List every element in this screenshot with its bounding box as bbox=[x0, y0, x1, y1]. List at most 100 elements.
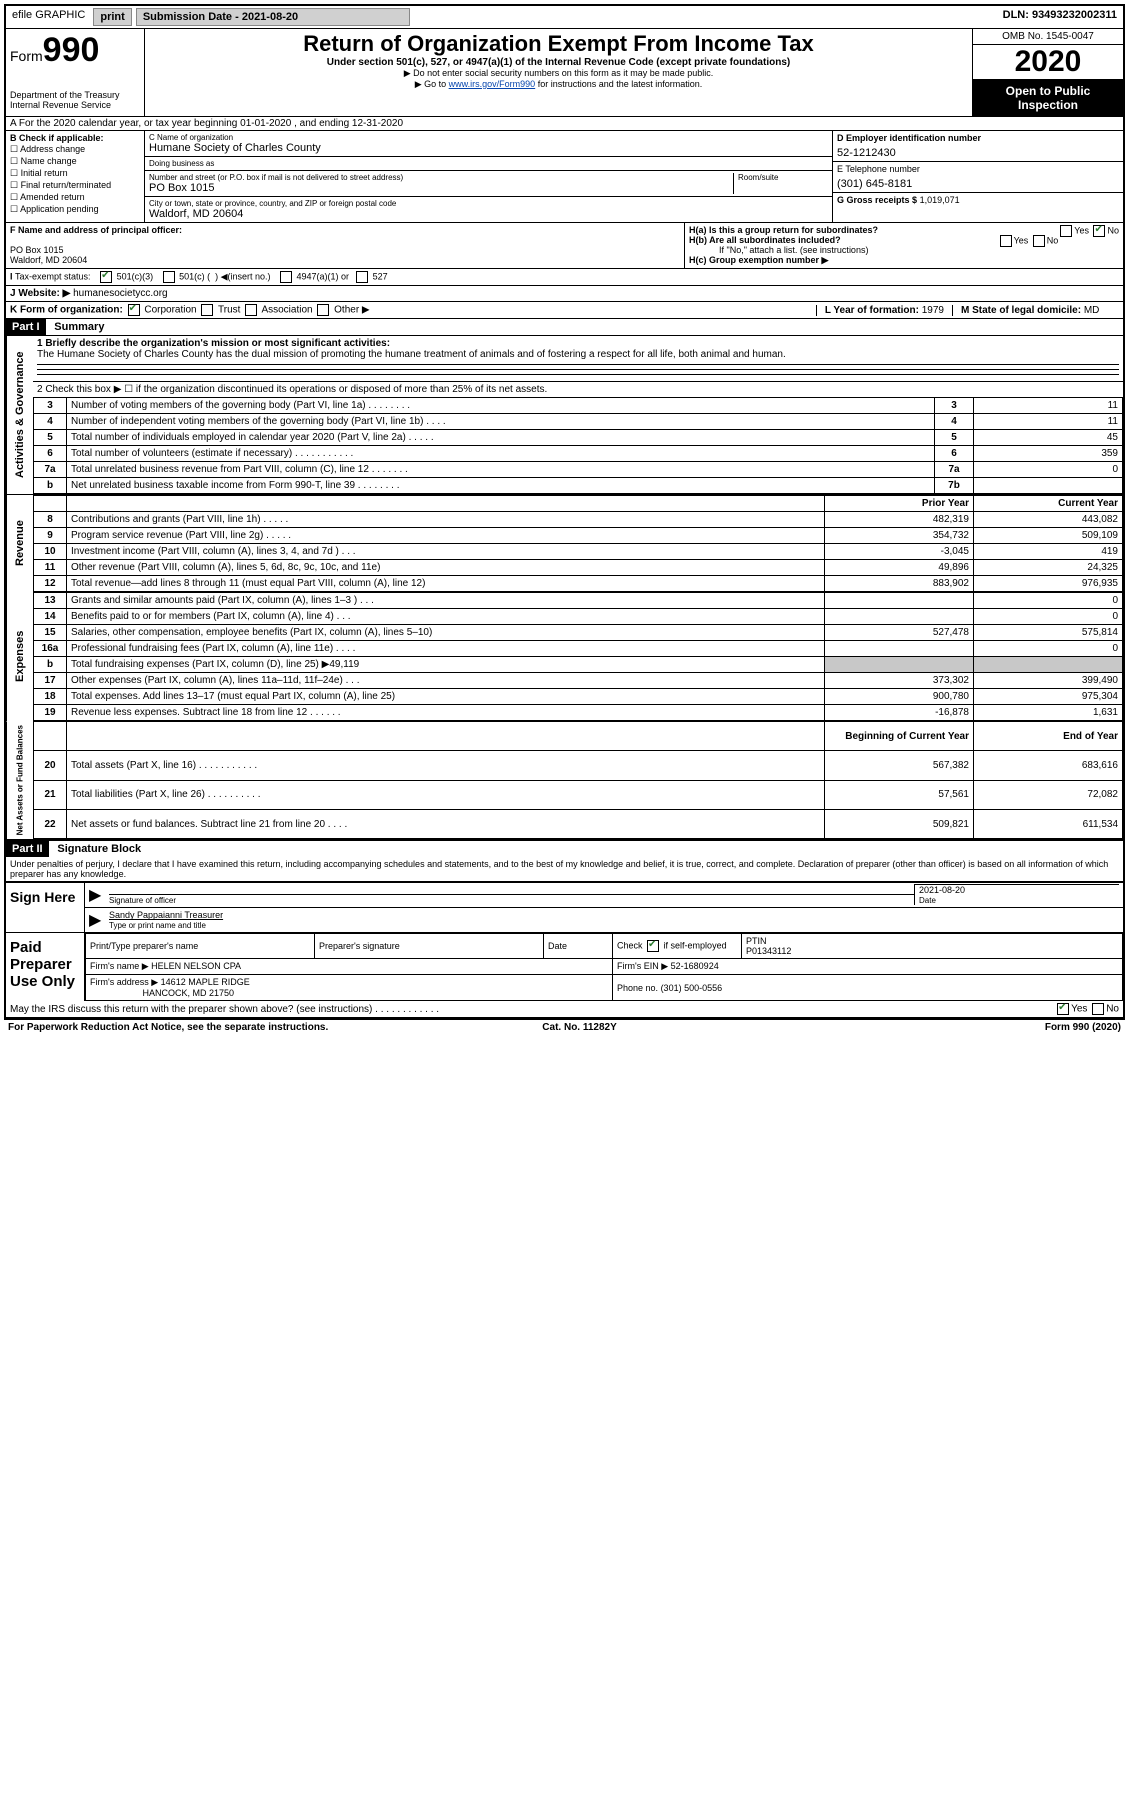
firm-ein-label: Firm's EIN ▶ bbox=[617, 961, 668, 971]
header-middle: Return of Organization Exempt From Incom… bbox=[145, 29, 972, 116]
subtitle-2: ▶ Do not enter social security numbers o… bbox=[151, 68, 966, 79]
ha-yes[interactable] bbox=[1060, 225, 1072, 237]
sidelabel-activities: Activities & Governance bbox=[6, 336, 33, 494]
print-button[interactable]: print bbox=[93, 8, 131, 26]
table-row: 7aTotal unrelated business revenue from … bbox=[34, 462, 1123, 478]
footer-left: For Paperwork Reduction Act Notice, see … bbox=[8, 1022, 328, 1033]
chk-other[interactable] bbox=[317, 304, 329, 316]
chk-501c[interactable] bbox=[163, 271, 175, 283]
q1-label: 1 Briefly describe the organization's mi… bbox=[37, 338, 390, 349]
chk-final-return[interactable]: ☐ Final return/terminated bbox=[10, 180, 140, 191]
q1-text: The Humane Society of Charles County has… bbox=[37, 349, 786, 360]
firm-addr-cell: Firm's address ▶ 14612 MAPLE RIDGE HANCO… bbox=[86, 975, 613, 1001]
discuss-yes[interactable] bbox=[1057, 1003, 1069, 1015]
sig-officer-label: Signature of officer bbox=[109, 896, 176, 905]
ein-cell: D Employer identification number 52-1212… bbox=[833, 131, 1123, 162]
table-row: 12Total revenue—add lines 8 through 11 (… bbox=[34, 576, 1123, 592]
phone-label: E Telephone number bbox=[837, 164, 1119, 174]
table-row: 11Other revenue (Part VIII, column (A), … bbox=[34, 560, 1123, 576]
part1-title: Summary bbox=[48, 319, 110, 335]
chk-association[interactable] bbox=[245, 304, 257, 316]
part2-badge: Part II bbox=[6, 841, 49, 857]
part2-title: Signature Block bbox=[51, 841, 147, 857]
discuss-text: May the IRS discuss this return with the… bbox=[10, 1004, 439, 1015]
ein-value: 52-1212430 bbox=[837, 147, 1119, 159]
officer-addr1: PO Box 1015 bbox=[10, 245, 64, 255]
block-deg: D Employer identification number 52-1212… bbox=[833, 131, 1123, 222]
org-name: Humane Society of Charles County bbox=[149, 142, 828, 154]
ptin-value: P01343112 bbox=[746, 946, 791, 956]
block-j: J Website: ▶ humanesocietycc.org bbox=[6, 286, 1123, 302]
firm-name-label: Firm's name ▶ bbox=[90, 961, 149, 971]
street-cell: Number and street (or P.O. box if mail i… bbox=[145, 171, 833, 197]
hc-label: H(c) Group exemption number ▶ bbox=[689, 255, 828, 265]
paid-table: Print/Type preparer's name Preparer's si… bbox=[85, 933, 1123, 1001]
table-row: 21Total liabilities (Part X, line 26) . … bbox=[34, 780, 1123, 809]
hb-no[interactable] bbox=[1033, 235, 1045, 247]
netassets-table: Beginning of Current YearEnd of Year 20T… bbox=[33, 721, 1123, 839]
chk-trust[interactable] bbox=[201, 304, 213, 316]
hb-yes[interactable] bbox=[1000, 235, 1012, 247]
sidelabel-expenses: Expenses bbox=[6, 592, 33, 721]
chk-501c3[interactable] bbox=[100, 271, 112, 283]
sig-arrow-icon-2: ▶ bbox=[89, 910, 109, 930]
ha-no[interactable] bbox=[1093, 225, 1105, 237]
table-row: 20Total assets (Part X, line 16) . . . .… bbox=[34, 751, 1123, 780]
gross-receipts-label: G Gross receipts $ bbox=[837, 195, 917, 205]
firm-addr2: HANCOCK, MD 21750 bbox=[143, 988, 235, 998]
sig-name-line: ▶ Sandy Pappaianni Treasurer Type or pri… bbox=[85, 908, 1123, 932]
block-l: L Year of formation: 1979 bbox=[816, 305, 952, 316]
discuss-no[interactable] bbox=[1092, 1003, 1104, 1015]
hb-row: H(b) Are all subordinates included? Yes … bbox=[689, 235, 1119, 245]
city-value: Waldorf, MD 20604 bbox=[149, 208, 828, 220]
chk-4947[interactable] bbox=[280, 271, 292, 283]
block-c: C Name of organization Humane Society of… bbox=[145, 131, 833, 222]
block-m: M State of legal domicile: MD bbox=[952, 305, 1119, 316]
table-row: 18Total expenses. Add lines 13–17 (must … bbox=[34, 689, 1123, 705]
ha-label: H(a) Is this a group return for subordin… bbox=[689, 225, 878, 235]
efile-label: efile GRAPHIC bbox=[6, 6, 91, 28]
col-prior: Prior Year bbox=[825, 496, 974, 512]
form-title: Return of Organization Exempt From Incom… bbox=[151, 31, 966, 57]
officer-addr2: Waldorf, MD 20604 bbox=[10, 255, 87, 265]
firm-ein: 52-1680924 bbox=[671, 961, 719, 971]
penalty-text: Under penalties of perjury, I declare th… bbox=[6, 857, 1123, 882]
dln: DLN: 93493232002311 bbox=[997, 6, 1123, 28]
block-klm: K Form of organization: Corporation Trus… bbox=[6, 302, 1123, 319]
chk-corporation[interactable] bbox=[128, 304, 140, 316]
chk-self-employed[interactable] bbox=[647, 940, 659, 952]
chk-address-change[interactable]: ☐ Address change bbox=[10, 144, 140, 155]
website-label: J Website: ▶ bbox=[10, 288, 70, 299]
table-row: 6Total number of volunteers (estimate if… bbox=[34, 446, 1123, 462]
table-row: 14Benefits paid to or for members (Part … bbox=[34, 609, 1123, 625]
dba-cell: Doing business as bbox=[145, 157, 833, 171]
l-value: 1979 bbox=[922, 305, 944, 316]
chk-initial-return[interactable]: ☐ Initial return bbox=[10, 168, 140, 179]
ein-label: D Employer identification number bbox=[837, 133, 1119, 143]
sign-here-body: ▶ Signature of officer 2021-08-20 Date ▶… bbox=[85, 883, 1123, 932]
sig-name-label: Type or print name and title bbox=[109, 921, 206, 930]
open-to-public: Open to Public Inspection bbox=[973, 80, 1123, 116]
revenue-table: Prior YearCurrent Year 8Contributions an… bbox=[33, 495, 1123, 592]
subtitle-1: Under section 501(c), 527, or 4947(a)(1)… bbox=[151, 57, 966, 68]
sign-here-section: Sign Here ▶ Signature of officer 2021-08… bbox=[6, 882, 1123, 932]
room-label: Room/suite bbox=[738, 173, 828, 182]
chk-527[interactable] bbox=[356, 271, 368, 283]
part1-body: Activities & Governance 1 Briefly descri… bbox=[6, 336, 1123, 494]
paid-label: Paid Preparer Use Only bbox=[6, 933, 85, 1001]
chk-name-change[interactable]: ☐ Name change bbox=[10, 156, 140, 167]
form-header: Form990 Department of the Treasury Inter… bbox=[6, 29, 1123, 117]
city-label: City or town, state or province, country… bbox=[149, 199, 828, 208]
irs-link[interactable]: www.irs.gov/Form990 bbox=[449, 79, 536, 89]
revenue-block: Revenue Prior YearCurrent Year 8Contribu… bbox=[6, 494, 1123, 592]
ptin-cell: PTIN P01343112 bbox=[742, 934, 1123, 959]
officer-label: F Name and address of principal officer: bbox=[10, 225, 182, 235]
sidelabel-netassets: Net Assets or Fund Balances bbox=[6, 721, 33, 839]
form-number: Form990 bbox=[10, 31, 140, 70]
sign-here-label: Sign Here bbox=[6, 883, 85, 932]
firm-phone: (301) 500-0556 bbox=[661, 983, 723, 993]
expenses-block: Expenses 13Grants and similar amounts pa… bbox=[6, 592, 1123, 721]
form-container: efile GRAPHIC print Submission Date - 20… bbox=[4, 4, 1125, 1020]
chk-amended-return[interactable]: ☐ Amended return bbox=[10, 192, 140, 203]
chk-application-pending[interactable]: ☐ Application pending bbox=[10, 204, 140, 215]
